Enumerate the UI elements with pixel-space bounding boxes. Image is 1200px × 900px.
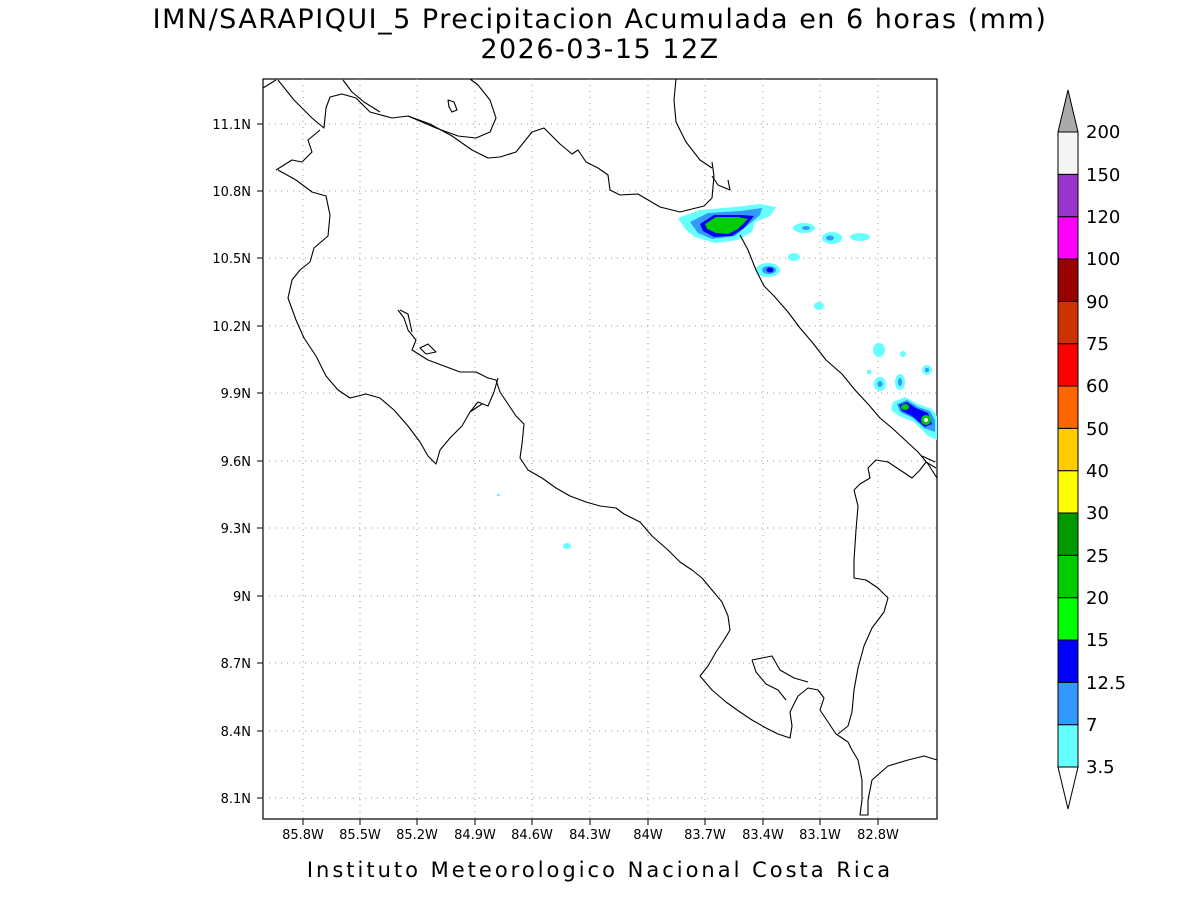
colorbar-swatch [1057,427,1079,472]
x-tick-label: 83.4W [742,828,784,843]
map-gridlines [263,79,937,819]
colorbar-bottom-arrow [1057,766,1079,810]
colorbar-swatch [1057,173,1079,218]
coastlines-and-borders [262,78,938,816]
colorbar-swatch [1057,385,1079,429]
axis-ticks [257,123,879,825]
y-tick-label: 9N [233,590,251,605]
colorbar-swatch [1057,554,1079,599]
colorbar-label: 40 [1086,461,1109,482]
colorbar-labels: 3.5 7 12.5 15 20 25 30 40 50 60 75 90 10… [1086,122,1126,778]
x-tick-label: 85.8W [282,828,324,843]
x-tick-label: 83.1W [799,828,841,843]
x-tick-label: 84.3W [569,828,611,843]
colorbar-swatch [1057,512,1079,556]
precipitation-areas [497,204,937,549]
y-tick-label: 10.5N [212,252,251,267]
colorbar-swatch [1057,597,1079,641]
colorbar: 3.5 7 12.5 15 20 25 30 40 50 60 75 90 10… [1057,89,1126,810]
colorbar-swatches [1057,131,1079,768]
map-subtitle-date: 2026-03-15 12Z [480,34,720,65]
x-tick-label: 85.5W [339,828,381,843]
colorbar-label: 75 [1086,334,1109,355]
colorbar-label: 200 [1086,122,1120,143]
y-tick-label: 11.1N [212,118,251,133]
colorbar-swatch [1057,724,1079,768]
x-tick-label: 84W [633,828,663,843]
colorbar-swatch [1057,639,1079,683]
footer-credit: Instituto Meteorologico Nacional Costa R… [306,858,894,882]
colorbar-swatch [1057,681,1079,726]
colorbar-top-arrow [1057,89,1079,133]
colorbar-label: 100 [1086,249,1120,270]
y-tick-label: 10.2N [212,320,251,335]
colorbar-label: 20 [1086,588,1109,609]
colorbar-label: 15 [1086,630,1109,651]
colorbar-label: 25 [1086,546,1109,567]
colorbar-label: 3.5 [1086,757,1115,778]
y-tick-label: 10.8N [212,185,251,200]
colorbar-label: 150 [1086,165,1120,186]
y-tick-label: 9.6N [221,455,251,470]
x-tick-label: 84.9W [454,828,496,843]
map-frame [262,78,938,820]
colorbar-label: 60 [1086,376,1109,397]
map-title: IMN/SARAPIQUI_5 Precipitacion Acumulada … [152,4,1048,35]
colorbar-label: 12.5 [1086,673,1126,694]
y-tick-label: 8.7N [221,657,251,672]
colorbar-swatch [1057,131,1079,175]
y-tick-label: 9.9N [221,387,251,402]
x-tick-label: 82.8W [857,828,899,843]
x-tick-label: 83.7W [684,828,726,843]
colorbar-swatch [1057,258,1079,302]
precip-cell-caribbean [756,223,870,310]
x-axis-labels: 85.8W 85.5W 85.2W 84.9W 84.6W 84.3W 84W … [282,828,899,843]
colorbar-swatch [1057,470,1079,514]
y-tick-label: 8.1N [221,792,251,807]
precip-cell-sarapiqui [678,204,776,243]
precip-cell-limon [867,343,937,440]
y-axis-labels: 11.1N 10.8N 10.5N 10.2N 9.9N 9.6N 9.3N 9… [212,118,251,807]
colorbar-label: 50 [1086,419,1109,440]
x-tick-label: 84.6W [511,828,553,843]
colorbar-label: 30 [1086,503,1109,524]
x-tick-label: 85.2W [396,828,438,843]
colorbar-label: 90 [1086,292,1109,313]
y-tick-label: 8.4N [221,725,251,740]
colorbar-swatch [1057,300,1079,345]
colorbar-swatch [1057,343,1079,387]
colorbar-label: 120 [1086,207,1120,228]
precip-cell-pacific [497,494,571,549]
y-tick-label: 9.3N [221,522,251,537]
colorbar-swatch [1057,216,1079,260]
colorbar-label: 7 [1086,715,1097,736]
